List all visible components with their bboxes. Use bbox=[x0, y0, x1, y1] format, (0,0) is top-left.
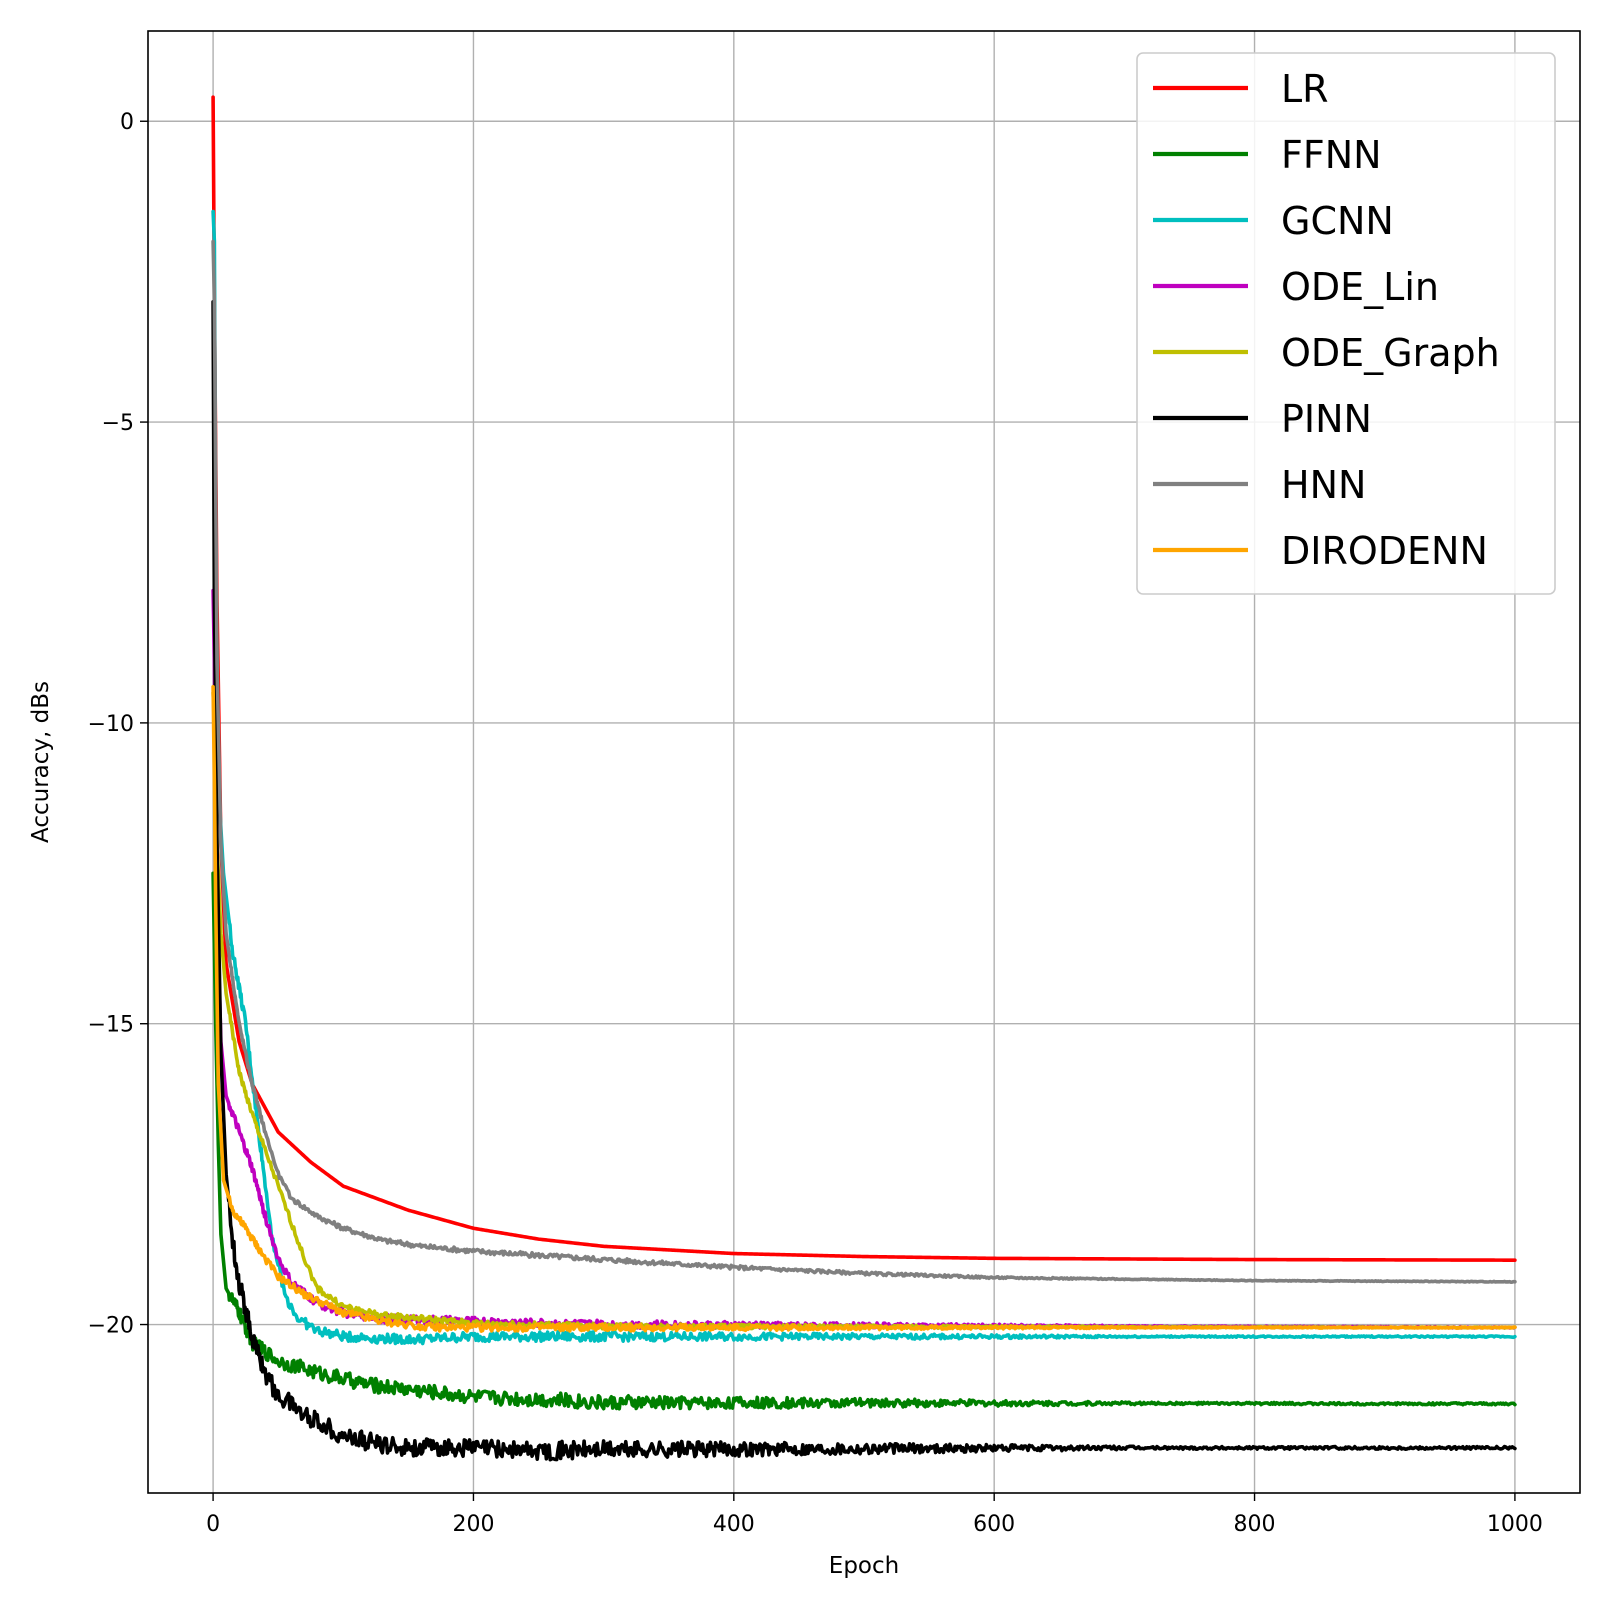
legend-label: ODE_Graph bbox=[1281, 331, 1500, 375]
y-tick-label: −20 bbox=[88, 1314, 134, 1339]
legend-label: FFNN bbox=[1281, 133, 1382, 177]
y-axis-label: Accuracy, dBs bbox=[28, 681, 54, 843]
y-tick-label: 0 bbox=[120, 110, 134, 135]
y-tick-label: −15 bbox=[88, 1013, 134, 1038]
tick-layer: 0 200 400 600 800 1000 0 −5 −10 −15 −20 bbox=[88, 110, 1543, 1537]
y-tick-label: −10 bbox=[88, 712, 134, 737]
legend-label: GCNN bbox=[1281, 199, 1394, 243]
x-tick-label: 0 bbox=[206, 1512, 220, 1537]
series-line-gcnn bbox=[211, 209, 1517, 1346]
legend-label: HNN bbox=[1281, 463, 1366, 507]
legend-label: ODE_Lin bbox=[1281, 265, 1439, 309]
legend: LR FFNN GCNN ODE_Lin ODE_Graph PINN HNN DIRODEN… bbox=[1136, 52, 1556, 595]
x-tick-label: 1000 bbox=[1487, 1512, 1543, 1537]
y-tick-label: −5 bbox=[102, 411, 134, 436]
legend-label: DIRODENN bbox=[1281, 529, 1488, 573]
legend-box bbox=[1136, 52, 1556, 595]
legend-label: LR bbox=[1281, 67, 1329, 111]
plot-frame bbox=[147, 30, 1581, 1494]
series-line-lr bbox=[211, 95, 1517, 1262]
series-line-hnn bbox=[211, 239, 1517, 1284]
series-layer bbox=[211, 95, 1517, 1462]
legend-label: PINN bbox=[1281, 397, 1372, 441]
series-line-ffnn bbox=[211, 871, 1517, 1411]
series-line-pinn bbox=[211, 299, 1517, 1462]
x-axis-label: Epoch bbox=[829, 1553, 899, 1579]
series-line-dirodenn bbox=[211, 684, 1517, 1333]
x-tick-label: 200 bbox=[452, 1512, 494, 1537]
x-tick-label: 800 bbox=[1234, 1512, 1276, 1537]
x-tick-label: 400 bbox=[713, 1512, 755, 1537]
x-tick-label: 600 bbox=[973, 1512, 1015, 1537]
